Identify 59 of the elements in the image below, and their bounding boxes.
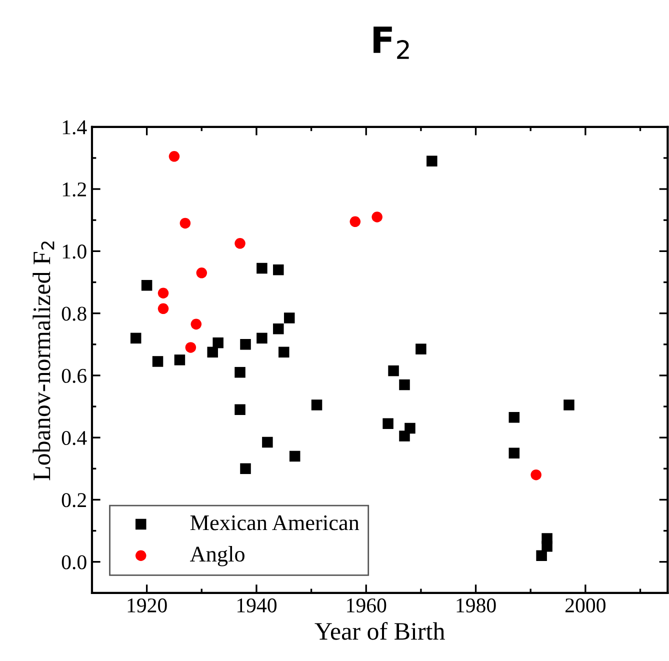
x-tick-label: 1980: [456, 598, 496, 612]
point: [372, 212, 382, 222]
point: [273, 323, 284, 334]
point: [174, 354, 186, 366]
point: [508, 448, 520, 458]
point: [262, 436, 273, 448]
y-tick-label: 0.0: [62, 555, 86, 570]
point: [404, 422, 416, 434]
y-tick-label: 1.2: [62, 182, 86, 197]
point: [168, 151, 180, 162]
point: [536, 550, 547, 562]
point: [256, 262, 268, 274]
point: [152, 356, 164, 367]
y-axis-title: Lobanov-normalized F$_{2}$: [32, 241, 54, 480]
point: [278, 346, 290, 358]
point: [350, 216, 361, 228]
y-tick-label: 0.2: [62, 493, 86, 508]
point: [141, 280, 152, 291]
point: [564, 400, 574, 410]
point: [289, 450, 300, 462]
point: [185, 342, 196, 353]
point: [158, 303, 169, 314]
x-axis-title: Year of Birth: [314, 622, 445, 640]
point: [284, 312, 295, 324]
point: [240, 339, 251, 350]
point: [180, 218, 191, 229]
legend-label: Mexican American: [190, 515, 360, 530]
chart-title: F$_{2}$: [374, 26, 409, 59]
point: [234, 238, 246, 249]
point: [311, 400, 322, 410]
point: [388, 365, 399, 376]
point: [207, 346, 218, 358]
point: [273, 264, 284, 276]
point: [196, 268, 208, 278]
point: [382, 418, 394, 429]
legend-label: Anglo: [190, 546, 244, 566]
point: [234, 366, 246, 378]
point: [399, 379, 410, 390]
x-tick-label: 1920: [128, 598, 167, 612]
y-tick-label: 0.6: [62, 368, 87, 383]
point: [508, 412, 520, 423]
y-tick-label: 0.8: [62, 306, 86, 321]
y-tick-label: 1.4: [62, 120, 87, 134]
point: [234, 404, 246, 415]
x-tick-label: 2000: [566, 598, 606, 612]
x-tick-label: 1960: [347, 598, 386, 612]
point: [530, 469, 542, 480]
point: [212, 337, 224, 348]
point: [542, 533, 552, 544]
point: [240, 463, 251, 474]
point: [416, 344, 426, 354]
y-tick-label: 0.4: [62, 430, 87, 446]
point: [130, 332, 142, 344]
y-tick-label: 1.0: [62, 244, 86, 259]
x-tick-label: 1940: [237, 598, 277, 612]
point: [256, 332, 268, 344]
point: [190, 318, 202, 330]
point: [426, 156, 438, 166]
point: [158, 288, 169, 298]
